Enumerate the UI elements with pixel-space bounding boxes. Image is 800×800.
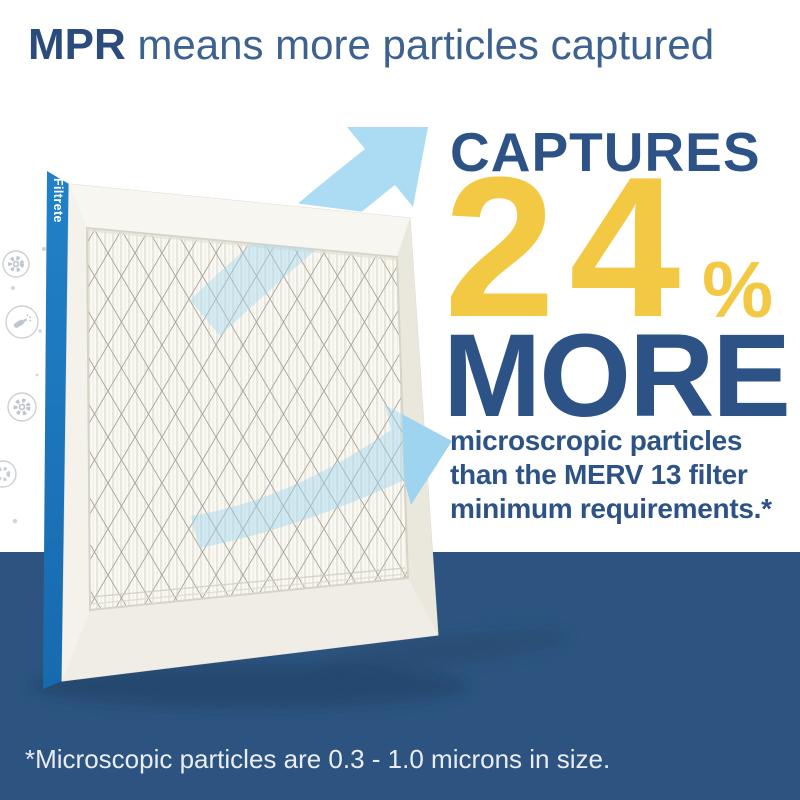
- footnote: *Microscopic particles are 0.3 - 1.0 mic…: [25, 744, 611, 774]
- particle-icons: [0, 246, 47, 524]
- stat-value: 24: [444, 136, 695, 359]
- description-line-3: minimum requirements.*: [450, 493, 772, 524]
- spray-particle-icon: [5, 305, 39, 339]
- headline-brand-term: MPR: [28, 20, 126, 69]
- description-line-1: microscropic particles: [450, 425, 743, 456]
- airflow-arrow-top-icon: [190, 127, 428, 336]
- circle-particle-icon: [0, 460, 17, 488]
- filter-spine: [43, 171, 69, 689]
- filter-shadow: [30, 630, 570, 708]
- headline: MPR means more particles captured: [28, 20, 714, 70]
- filtrete-logo: Filtrete: [51, 178, 65, 223]
- description-line-2: than the MERV 13 filter: [450, 459, 748, 490]
- airflow-arrow-bottom-icon: [191, 405, 452, 548]
- gear-particle-icon-2: [7, 392, 37, 422]
- gear-particle-icon: [2, 250, 30, 278]
- headline-rest: means more particles captured: [125, 21, 715, 68]
- more-label: MORE: [443, 310, 791, 442]
- dust-dots: [11, 246, 47, 524]
- filter-product-image: Filtrete: [43, 171, 439, 689]
- percent-sign: %: [702, 245, 774, 334]
- captures-label: CAPTURES: [450, 121, 761, 183]
- stat-description: microscropic particles than the MERV 13 …: [450, 424, 772, 526]
